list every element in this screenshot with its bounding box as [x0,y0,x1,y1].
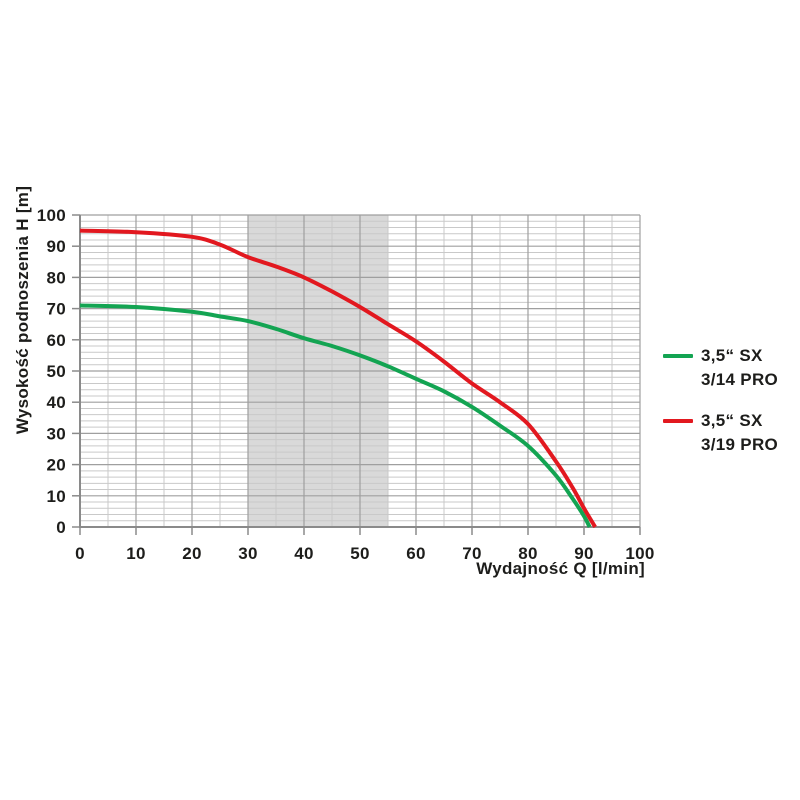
y-tick-label: 90 [46,237,66,256]
x-tick-label: 0 [75,544,85,563]
y-tick-label: 30 [46,424,66,443]
legend-line-swatch [663,419,693,423]
x-tick-label: 80 [518,544,538,563]
y-tick-label: 60 [46,331,66,350]
curve-series-1 [79,228,597,529]
legend-label: 3,5“ SX 3/14 PRO [701,346,779,389]
legend-item-1: 3,5“ SX 3/19 PRO [663,409,778,457]
x-tick-label: 30 [238,544,258,563]
y-tick-label: 20 [46,456,66,475]
y-tick-label: 40 [46,393,66,412]
legend-label: 3,5“ SX 3/19 PRO [701,411,779,454]
tick-marks [72,214,641,535]
y-tick-labels: 0 10 20 30 40 50 60 70 80 90 100 [37,206,66,537]
x-tick-label: 50 [350,544,370,563]
x-tick-label: 10 [126,544,146,563]
x-tick-labels: 0 10 20 30 40 50 60 70 80 90 100 [75,544,654,563]
x-tick-label: 100 [625,544,654,563]
legend-line-swatch [663,354,693,358]
legend-item-0: 3,5“ SX 3/14 PRO [663,344,778,392]
x-tick-label: 40 [294,544,314,563]
x-tick-label: 60 [406,544,426,563]
y-tick-label: 0 [56,518,66,537]
y-axis-title: Wysokość podnoszenia H [m] [13,185,32,435]
x-tick-label: 20 [182,544,202,563]
y-tick-label: 50 [46,362,66,381]
y-tick-label: 80 [46,268,66,287]
y-tick-label: 70 [46,300,66,319]
y-tick-label: 10 [46,487,66,506]
x-tick-label: 70 [462,544,482,563]
x-tick-label: 90 [574,544,594,563]
y-tick-label: 100 [37,206,66,225]
x-axis-title: Wydajność Q [l/min] [476,559,645,578]
legend: 3,5“ SX 3/14 PRO 3,5“ SX 3/19 PRO [663,344,778,457]
curve-series-0 [79,303,592,528]
